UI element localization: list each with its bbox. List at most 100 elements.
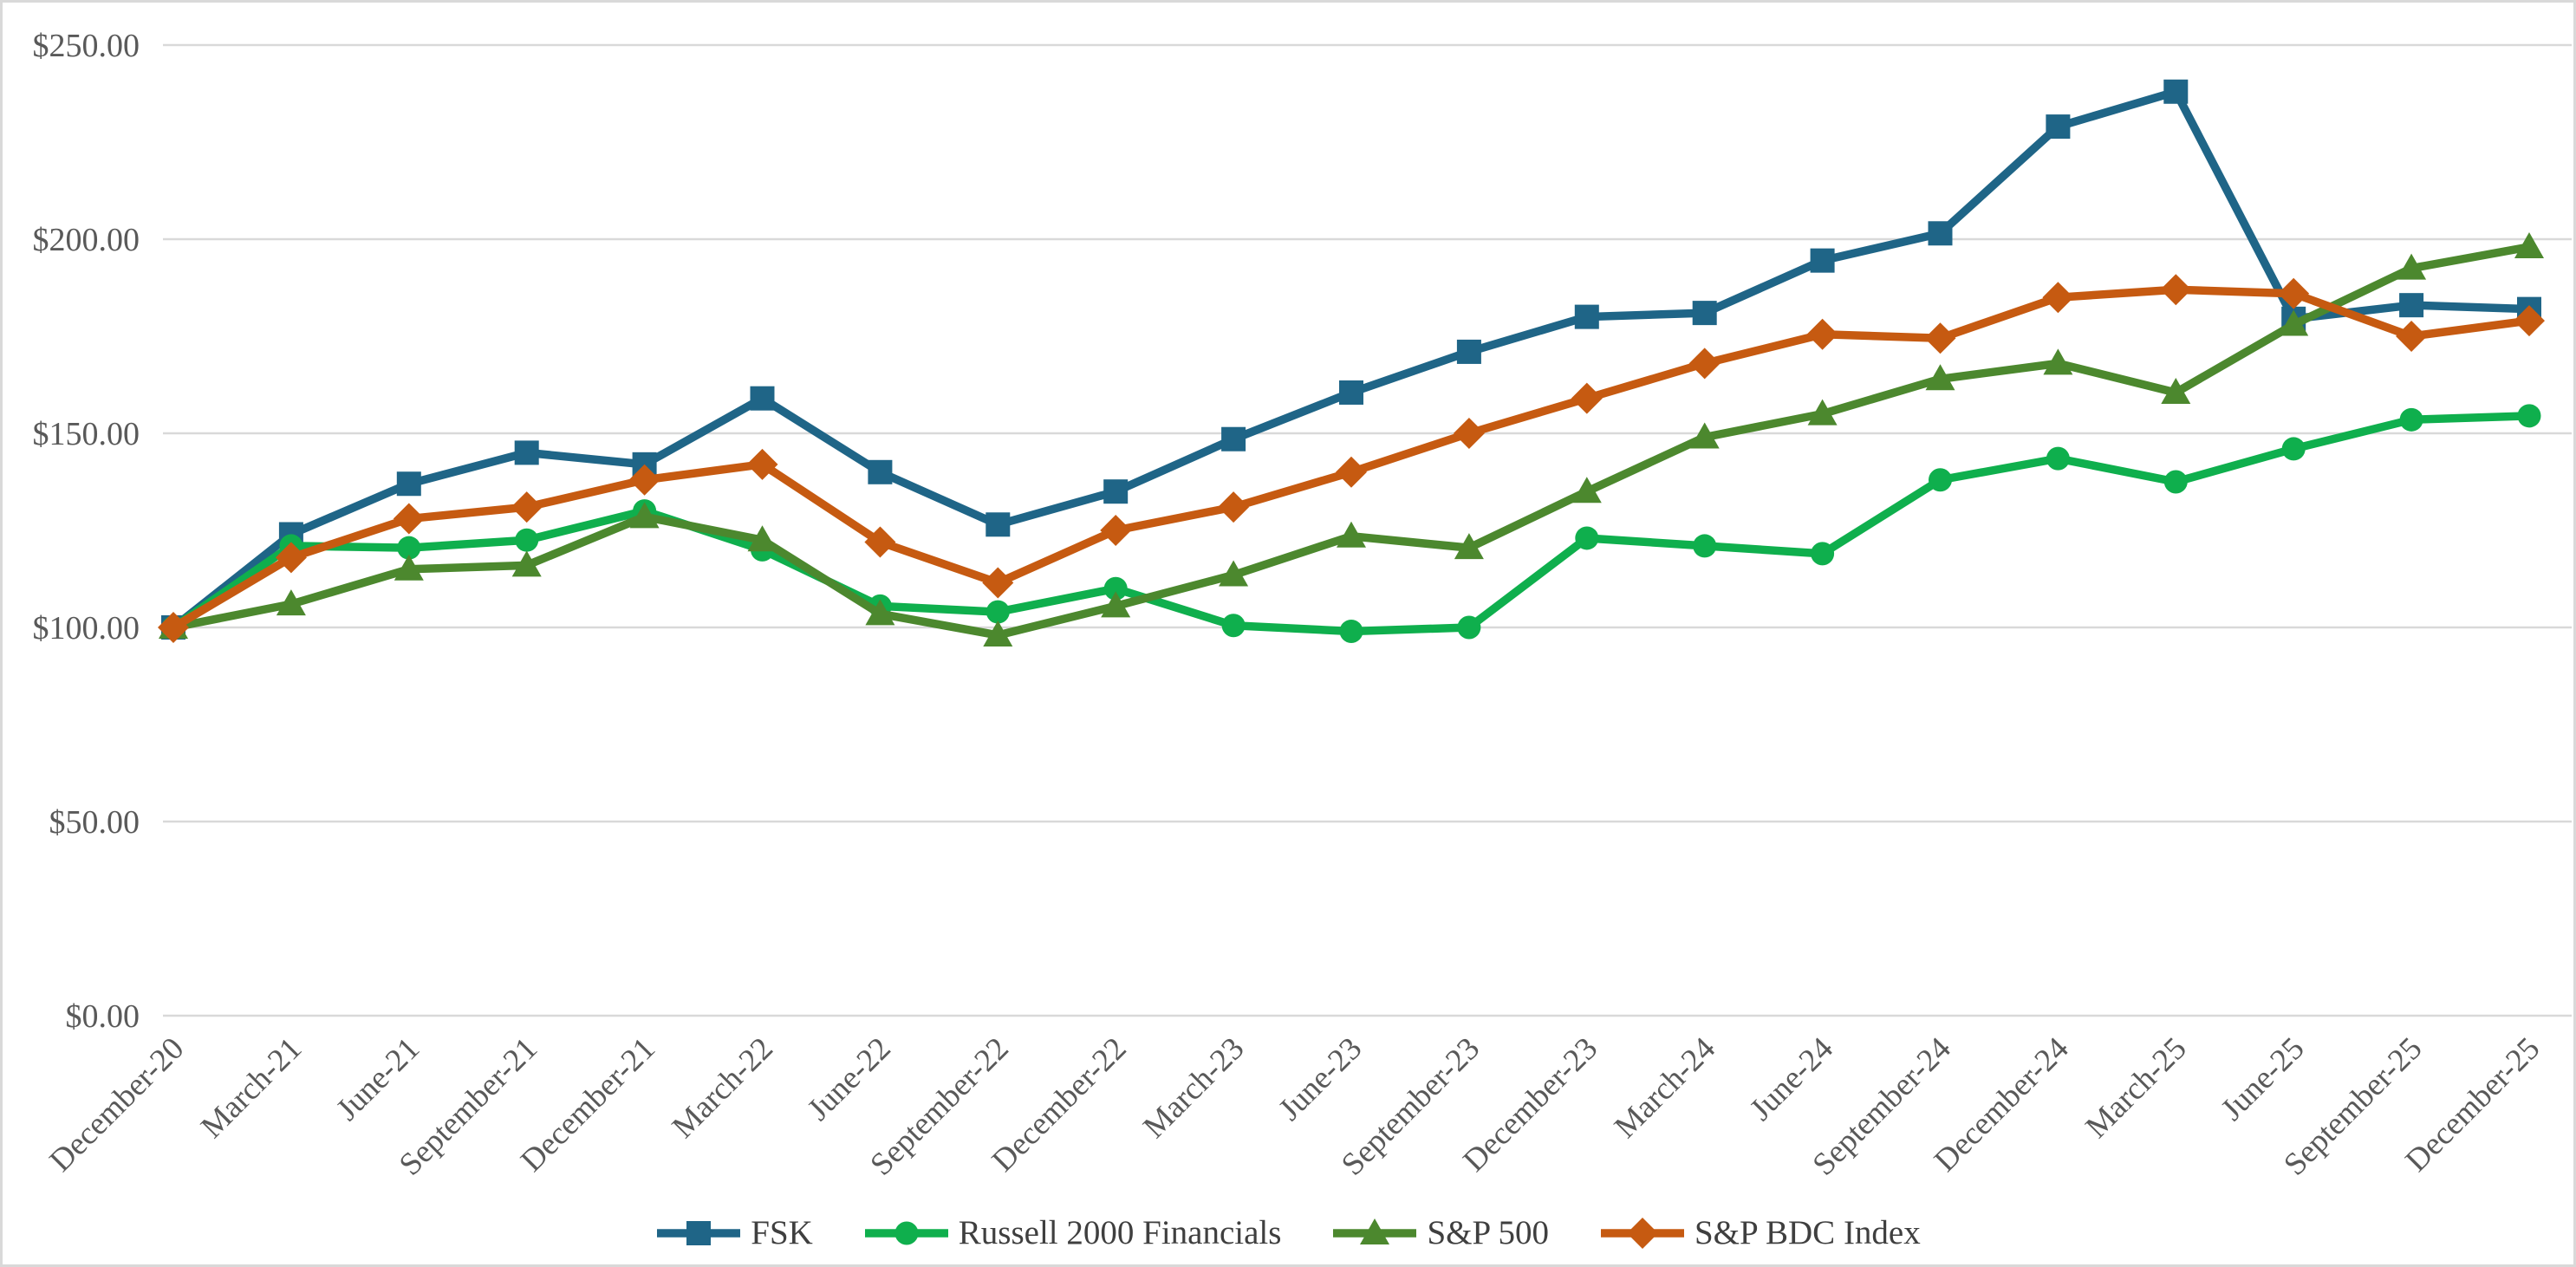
legend-label: Russell 2000 Financials <box>958 1214 1282 1251</box>
x-axis-labels: December-20 March-21 June-21September-21De… <box>43 1030 2547 1182</box>
series-marker-s-p-500 <box>2161 377 2191 404</box>
y-axis-tick-label: $200.00 <box>33 222 140 258</box>
y-axis-tick-label: $250.00 <box>33 28 140 64</box>
series-marker-russell-2000-financials <box>1103 576 1128 601</box>
gridlines <box>163 43 2572 1017</box>
y-axis-tick-label: $100.00 <box>33 610 140 646</box>
x-axis-tick-label: June-22 <box>801 1030 898 1127</box>
series-marker-fsk <box>1456 339 1481 364</box>
legend-marker-shape <box>894 1221 919 1244</box>
series-marker-s-p-500 <box>511 550 542 577</box>
series-marker-s-p-bdc-index <box>1453 418 1485 449</box>
legend-label: S&P BDC Index <box>1694 1214 1921 1251</box>
series-marker-s-p-bdc-index <box>1100 515 1132 546</box>
x-axis-tick-label: June-24 <box>1743 1030 1840 1127</box>
series-marker-fsk <box>750 386 775 411</box>
series-marker-s-p-500 <box>2397 253 2427 280</box>
series-s-p-bdc-index <box>158 274 2545 643</box>
legend-marker-shape <box>686 1220 712 1245</box>
y-axis-tick-label: $50.00 <box>49 804 140 841</box>
legend-item-s-p-500: S&P 500 <box>1331 1213 1549 1252</box>
series-fsk <box>161 79 2541 640</box>
series-marker-s-p-500 <box>629 502 660 529</box>
series-marker-s-p-500 <box>2514 231 2544 258</box>
x-axis-tick-label: March-25 <box>2079 1030 2194 1145</box>
series-marker-russell-2000-financials <box>397 536 421 560</box>
legend-item-fsk: FSK <box>655 1213 813 1252</box>
series-marker-s-p-bdc-index <box>746 448 778 480</box>
series-marker-s-p-500 <box>394 554 424 581</box>
series-marker-russell-2000-financials <box>2281 437 2306 461</box>
series-marker-s-p-bdc-index <box>2042 282 2074 314</box>
series-marker-s-p-bdc-index <box>982 567 1014 599</box>
series-marker-russell-2000-financials <box>1693 534 1717 558</box>
series-marker-s-p-bdc-index <box>864 526 896 558</box>
x-axis-tick-label: March-22 <box>666 1030 780 1145</box>
series-marker-s-p-bdc-index <box>1336 456 1367 488</box>
x-axis-tick-label: June-21 <box>329 1030 426 1127</box>
series-marker-s-p-bdc-index <box>1571 382 1603 414</box>
series-marker-s-p-500 <box>276 589 306 616</box>
series-russell-2000-financials <box>161 404 2541 643</box>
legend-marker-shape <box>1626 1217 1658 1249</box>
series-marker-s-p-bdc-index <box>1924 322 1956 354</box>
series-marker-s-p-bdc-index <box>2396 321 2428 352</box>
series-marker-russell-2000-financials <box>2046 446 2070 471</box>
legend-label: FSK <box>751 1214 813 1251</box>
series-marker-s-p-bdc-index <box>2514 305 2545 337</box>
series-marker-s-p-bdc-index <box>511 491 543 523</box>
y-axis-tick-label: $150.00 <box>33 416 140 452</box>
series-marker-russell-2000-financials <box>1221 614 1246 638</box>
series-marker-russell-2000-financials <box>2163 470 2188 494</box>
series-marker-russell-2000-financials <box>2399 407 2423 432</box>
series-marker-s-p-500 <box>1807 399 1838 426</box>
legend-label: S&P 500 <box>1427 1214 1549 1251</box>
series-marker-fsk <box>1810 248 1835 273</box>
series-marker-s-p-bdc-index <box>275 542 307 574</box>
x-axis-tick-label: June-25 <box>2215 1030 2312 1127</box>
series-marker-s-p-500 <box>1571 477 1602 504</box>
series-marker-fsk <box>1221 426 1246 452</box>
series-marker-fsk <box>1339 380 1363 405</box>
series-marker-russell-2000-financials <box>986 600 1010 624</box>
legend-marker-triangle-icon <box>1333 1218 1417 1244</box>
series-marker-s-p-500 <box>1219 560 1249 587</box>
legend-marker-circle-icon <box>864 1221 948 1244</box>
legend-item-russell-2000-financials: Russell 2000 Financials <box>863 1213 1282 1252</box>
legend-marker-square-icon <box>657 1220 741 1245</box>
series-marker-s-p-500 <box>865 599 895 626</box>
legend-marker-shape <box>1360 1218 1390 1244</box>
legend-marker-diamond-icon <box>1600 1217 1684 1249</box>
series-marker-russell-2000-financials <box>515 528 539 552</box>
series-marker-s-p-bdc-index <box>1218 491 1250 523</box>
x-axis-tick-label: March-21 <box>194 1030 309 1145</box>
series-marker-russell-2000-financials <box>1929 468 1952 492</box>
series-marker-s-p-bdc-index <box>2160 274 2192 306</box>
y-axis-tick-label: $0.00 <box>66 998 140 1035</box>
series-marker-s-p-500 <box>2043 348 2073 375</box>
series-marker-fsk <box>2163 79 2189 104</box>
series-marker-s-p-500 <box>1454 533 1484 560</box>
series-marker-fsk <box>514 440 539 465</box>
series-marker-russell-2000-financials <box>2517 404 2541 428</box>
series-marker-s-p-bdc-index <box>393 503 425 535</box>
x-axis-tick-label: December-20 <box>43 1030 192 1179</box>
series-marker-s-p-bdc-index <box>1688 348 1721 380</box>
series-marker-fsk <box>396 471 421 497</box>
series-marker-fsk <box>2399 293 2424 318</box>
series-marker-fsk <box>986 512 1011 537</box>
series-marker-russell-2000-financials <box>1811 542 1835 566</box>
series-marker-s-p-500 <box>1101 591 1131 618</box>
series-marker-s-p-bdc-index <box>1806 318 1838 350</box>
x-axis-tick-label: March-23 <box>1136 1030 1251 1145</box>
series-s-p-500 <box>159 231 2544 646</box>
y-axis-labels: $250.00 $200.00 $150.00 $100.00 $50.00 $0.00 <box>33 28 140 1035</box>
series-marker-s-p-500 <box>1925 364 1955 391</box>
series-marker-s-p-bdc-index <box>2278 277 2310 309</box>
series-marker-s-p-500 <box>1689 422 1720 449</box>
x-axis-tick-label: March-24 <box>1608 1030 1722 1145</box>
series-marker-s-p-500 <box>1337 521 1366 548</box>
chart-legend: FSK Russell 2000 Financials S&P 500 S&P BDC… <box>3 1213 2573 1252</box>
series-marker-s-p-bdc-index <box>628 464 660 496</box>
